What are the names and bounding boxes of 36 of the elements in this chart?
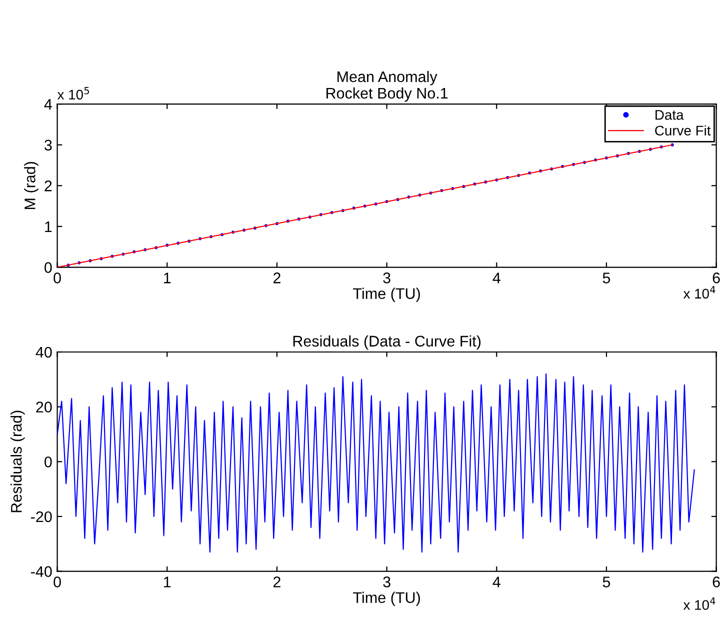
chart-subtitle: Rocket Body No.1 <box>326 87 448 102</box>
y-tick-label: 3 <box>44 140 52 151</box>
x-tick-label: 1 <box>164 272 171 284</box>
x-tick-label: 6 <box>712 576 720 588</box>
y-axis-title: Residuals (rad) <box>10 410 25 512</box>
x-tick-label: 3 <box>383 272 390 284</box>
y-tick-label: -40 <box>31 566 52 577</box>
x-tick-label: 0 <box>54 576 61 588</box>
y-tick-label: 20 <box>36 402 52 413</box>
x-tick-label: 5 <box>602 576 610 588</box>
legend-label: Data <box>656 110 684 120</box>
y-tick-label: -20 <box>31 511 52 522</box>
y-tick-label: 0 <box>44 456 52 468</box>
x-tick-label: 1 <box>164 576 171 588</box>
x-tick-label: 6 <box>712 272 720 284</box>
text: x 10$^{4}$ <box>683 286 716 299</box>
x-tick-label: 0 <box>54 272 61 284</box>
text: x 10$^{4}$ <box>683 597 716 610</box>
x-tick-label: 2 <box>273 272 280 284</box>
x-tick-label: 4 <box>492 272 500 284</box>
y-tick-label: 4 <box>44 99 52 110</box>
x-tick-label: 5 <box>602 272 610 284</box>
chart-title: Mean Anomaly <box>338 70 438 86</box>
x-tick-label: 4 <box>492 576 500 588</box>
chart-title: Residuals (Data - Curve Fit) <box>293 335 481 350</box>
y-tick-label: 40 <box>36 346 52 358</box>
text: x 10$^{5}$ <box>57 87 89 100</box>
y-axis-title: M (rad) <box>24 162 38 210</box>
legend-label: Curve Fit <box>655 125 711 136</box>
y-tick-label: 2 <box>44 180 52 192</box>
x-tick-label: 3 <box>383 576 390 588</box>
x-axis-title: Time (TU) <box>353 288 420 302</box>
x-tick-label: 2 <box>273 576 280 588</box>
x-axis-title: Time (TU) <box>353 592 420 606</box>
y-tick-label: 0 <box>44 262 52 273</box>
y-tick-label: 1 <box>45 221 52 232</box>
